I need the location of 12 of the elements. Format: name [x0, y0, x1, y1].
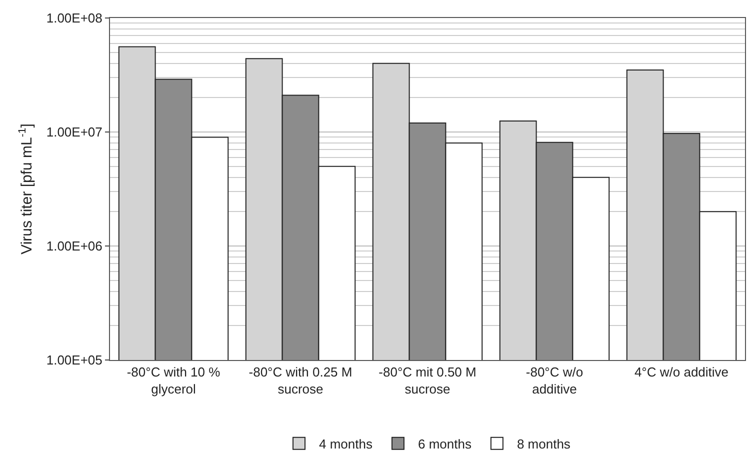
x-tick-label: -80°C with 10 % glycerol: [126, 364, 221, 396]
y-tick-label: 1.00E+05: [46, 352, 102, 368]
x-tick-label: 4°C w/o additive: [634, 364, 729, 380]
legend-label: 8 months: [516, 436, 571, 452]
y-tick-label: 1.00E+06: [46, 238, 102, 254]
x-tick-label: -80°C with 0.25 M sucrose: [248, 364, 352, 396]
y-tick-label: 1.00E+08: [46, 10, 102, 26]
legend-label: 6 months: [418, 436, 472, 452]
x-tick-label: -80°C mit 0.50 M sucrose: [378, 364, 476, 396]
legend-label: 4 months: [319, 436, 373, 452]
x-tick-label: -80°C w/o additive: [526, 364, 584, 396]
y-tick-label: 1.00E+07: [46, 124, 102, 140]
